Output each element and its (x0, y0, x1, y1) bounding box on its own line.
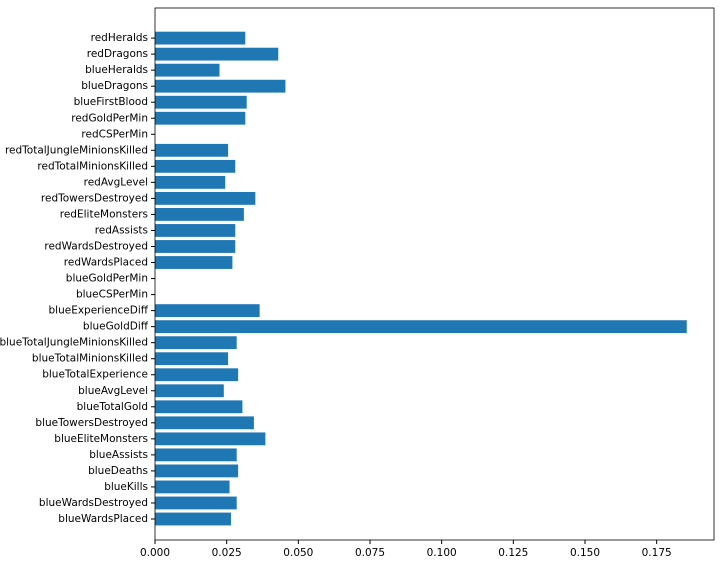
y-tick-label: redDragons (87, 48, 148, 60)
plot-frame (154, 7, 715, 541)
x-tick-label: 0.075 (355, 547, 385, 559)
y-tick-label: blueTotalGold (77, 401, 148, 413)
bar (155, 256, 233, 269)
y-tick-label: blueTotalJungleMinionsKilled (0, 337, 148, 349)
y-tick-label: blueGoldPerMin (66, 273, 148, 285)
bar (155, 175, 226, 189)
y-tick-label: redEliteMonsters (60, 208, 148, 220)
y-tick-label: blueWardsPlaced (58, 513, 148, 525)
bar (155, 320, 687, 334)
bar (155, 159, 236, 173)
bar (155, 79, 286, 93)
y-tick-label: redGoldPerMin (71, 112, 148, 124)
y-tick-label: blueAvgLevel (78, 385, 148, 397)
bar (155, 336, 237, 350)
y-tick-label: redWardsDestroyed (44, 240, 148, 252)
y-tick-label: blueEliteMonsters (54, 433, 148, 445)
bar (155, 95, 247, 109)
bar (155, 432, 266, 446)
x-tick-label: 0.100 (427, 547, 457, 559)
y-tick-label: redAssists (95, 224, 148, 236)
y-tick-label: redAvgLevel (84, 176, 148, 188)
bar (155, 304, 260, 318)
bar (155, 224, 236, 237)
bar (155, 208, 244, 221)
x-tick-label: 0.000 (140, 547, 170, 559)
y-tick-label: redTotalJungleMinionsKilled (5, 144, 148, 156)
x-tick-label: 0.025 (212, 547, 242, 559)
bar (155, 384, 224, 398)
y-tick-label: redTowersDestroyed (41, 192, 148, 204)
bar (155, 400, 243, 414)
y-tick-label: blueTotalMinionsKilled (32, 353, 148, 365)
y-tick-label: blueDragons (81, 80, 148, 92)
bar (155, 143, 229, 157)
y-tick-label: blueHeralds (85, 64, 148, 76)
y-tick-label: blueCSPerMin (76, 289, 148, 301)
bar (155, 496, 237, 510)
y-tick-label: blueAssists (89, 449, 148, 461)
x-tick-label: 0.125 (498, 547, 528, 559)
bar (155, 31, 246, 45)
bar (155, 368, 239, 382)
bar (155, 240, 236, 253)
bar (155, 352, 229, 366)
bar (155, 480, 230, 494)
y-tick-label: blueWardsDestroyed (39, 497, 148, 509)
bar (155, 111, 246, 125)
y-tick-label: blueDeaths (88, 465, 148, 477)
bar (155, 416, 254, 430)
x-tick-label: 0.175 (642, 547, 672, 559)
bar (155, 448, 237, 462)
bar (155, 191, 256, 205)
y-tick-label: redWardsPlaced (64, 257, 148, 269)
y-tick-label: redTotalMinionsKilled (37, 160, 148, 172)
y-tick-label: blueGoldDiff (83, 321, 149, 333)
y-tick-label: redHeralds (91, 32, 148, 44)
y-tick-label: redCSPerMin (81, 128, 148, 140)
y-tick-label: blueTowersDestroyed (35, 417, 148, 429)
y-tick-label: blueFirstBlood (74, 96, 148, 108)
x-tick-label: 0.150 (570, 547, 600, 559)
bar (155, 63, 220, 77)
bar (155, 512, 231, 526)
bar (155, 464, 239, 478)
y-tick-label: blueKills (104, 481, 148, 493)
y-tick-label: blueExperienceDiff (49, 305, 149, 317)
bar (155, 47, 279, 61)
y-tick-label: blueTotalExperience (42, 369, 148, 381)
x-tick-label: 0.050 (283, 547, 313, 559)
